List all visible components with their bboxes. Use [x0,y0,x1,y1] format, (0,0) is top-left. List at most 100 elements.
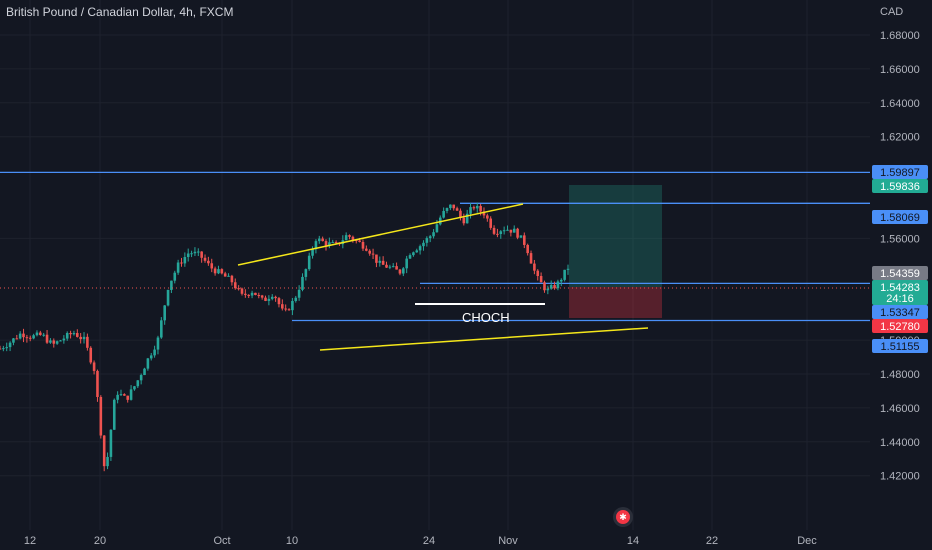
candle-body [230,275,234,283]
channel-lower-trendline[interactable] [319,327,649,351]
candle-body [385,264,388,268]
candle-body [482,211,486,216]
candle-body [563,269,566,280]
candle-body [112,399,116,430]
candle-body [506,229,509,231]
candle-body [334,242,338,244]
candle-body [193,251,197,254]
candle-body [250,292,254,296]
candle-body [391,266,395,268]
x-tick-label: 12 [24,535,36,547]
candle-body [163,305,166,321]
x-tick-label: 24 [423,535,435,547]
x-tick-label: Oct [213,535,230,547]
candle-body [203,257,207,261]
candle-body [35,332,39,336]
candle-body [499,231,503,235]
candle-body [139,375,143,381]
candle-body [2,348,5,350]
candle-body [287,309,291,311]
y-tick-label: 1.48000 [880,369,920,381]
candle-body [566,268,570,270]
candle-body [12,338,15,343]
candle-body [156,337,160,350]
candle-body [99,396,103,436]
y-tick-label: 1.66000 [880,64,920,76]
candle-body [371,253,375,255]
price-tag [872,179,928,193]
price-tag [872,165,928,179]
candle-body [378,260,382,263]
choch-label: CHOCH [462,310,510,325]
price-tag-label: 1.51155 [881,341,920,353]
candle-body [543,282,546,291]
candle-body [213,268,217,274]
candle-body [166,289,170,306]
candle-body [72,333,76,335]
candle-body [442,210,445,218]
candle-body [344,235,348,241]
price-tag [872,266,928,280]
candle-body [354,240,358,242]
candle-body [381,260,385,265]
candle-body [133,386,136,390]
price-tag [872,210,928,224]
long-position-tool [569,185,662,318]
price-tag-label: 24:16 [886,293,914,305]
candle-body [183,257,187,264]
candle-body [526,244,529,254]
y-tick-label: 1.62000 [880,132,920,144]
candle-body [153,349,156,356]
candle-body [5,347,9,349]
candle-body [15,338,19,340]
x-tick-label: 14 [627,535,639,547]
candle-body [18,333,22,339]
position-target-zone[interactable] [569,185,662,287]
candle-body [425,238,429,243]
candle-body [317,238,321,242]
candle-body [348,235,351,237]
candle-body [102,435,106,467]
y-tick-label: 1.44000 [880,437,920,449]
candle-body [559,279,563,282]
candle-body [270,296,274,299]
candle-body [180,262,183,264]
candle-body [546,288,550,291]
candle-body [32,335,35,339]
tradingview-logo-icon[interactable]: ✱ [613,507,633,527]
x-tick-label: Dec [797,535,817,547]
candle-body [207,260,210,264]
candle-body [39,332,42,335]
candle-body [247,294,251,296]
candle-body [479,205,482,212]
candle-body [529,253,533,264]
candle-body [274,296,277,299]
candle-body [186,253,190,258]
time-axis[interactable]: 12 20 Oct 10 24 Nov 14 22 Dec [24,535,817,547]
price-tag-label: 1.59897 [880,167,920,179]
price-tag [872,305,928,319]
candle-body [375,254,378,263]
y-tick-label: 1.56000 [880,233,920,245]
candle-body [472,207,476,209]
candle-body [233,282,237,289]
x-tick-label: 10 [286,535,298,547]
candle-body [223,273,227,277]
candle-body [291,300,294,311]
candle-body [314,241,318,250]
candle-body [281,304,284,309]
candle-body [486,215,489,219]
candle-body [412,252,415,256]
candle-body [533,263,536,271]
position-stop-zone[interactable] [569,287,662,318]
channel-upper-trendline[interactable] [237,203,524,266]
candle-body [496,233,499,235]
chart-grid [0,0,870,530]
candle-body [516,228,519,238]
candle-body [126,395,130,400]
candle-body [459,210,462,218]
candle-body [432,232,435,237]
candle-body [65,333,69,339]
candle-body [462,217,466,224]
